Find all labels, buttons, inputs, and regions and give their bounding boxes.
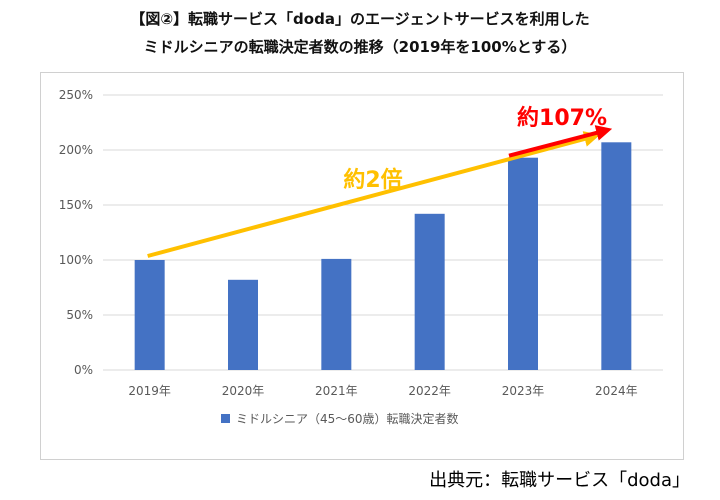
y-tick-label: 200% [59, 143, 93, 157]
bar [321, 258, 352, 370]
bar-chart: 0% 50% 100% 150% 200% 250% 2019年 2020年 2021年 2022… [59, 88, 663, 426]
bar [228, 279, 258, 370]
x-tick-label: 2020年 [222, 384, 265, 398]
source-credit: 出典元：転職サービス「doda」 [429, 470, 690, 491]
x-tick-label: 2021年 [315, 384, 358, 398]
x-tick-label: 2024年 [595, 384, 638, 398]
recent-growth-label: 約107% [517, 105, 607, 131]
overall-growth-arrow [147, 131, 601, 258]
x-tick-label: 2022年 [408, 384, 451, 398]
bar [134, 260, 165, 370]
chart-title-line-1: 【図②】転職サービス「doda」のエージェントサービスを利用した [130, 10, 590, 28]
legend-swatch [221, 414, 230, 423]
y-tick-label: 250% [59, 88, 93, 102]
y-tick-label: 0% [74, 363, 93, 377]
y-tick-label: 50% [66, 308, 93, 322]
x-tick-label: 2019年 [128, 384, 171, 398]
chart-area: 0% 50% 100% 150% 200% 250% 2019年 2020年 2021年 2022… [40, 72, 684, 460]
bar [601, 142, 632, 370]
bar [508, 157, 538, 370]
chart-title-line-2: ミドルシニアの転職決定者数の推移（2019年を100%とする） [143, 38, 577, 56]
y-tick-label: 100% [59, 253, 93, 267]
bar [414, 213, 445, 370]
legend-label: ミドルシニア（45〜60歳）転職決定者数 [236, 411, 459, 426]
recent-growth-arrow [508, 125, 613, 158]
y-tick-label: 150% [59, 198, 93, 212]
overall-growth-label: 約2倍 [343, 167, 402, 193]
x-tick-label: 2023年 [502, 384, 545, 398]
